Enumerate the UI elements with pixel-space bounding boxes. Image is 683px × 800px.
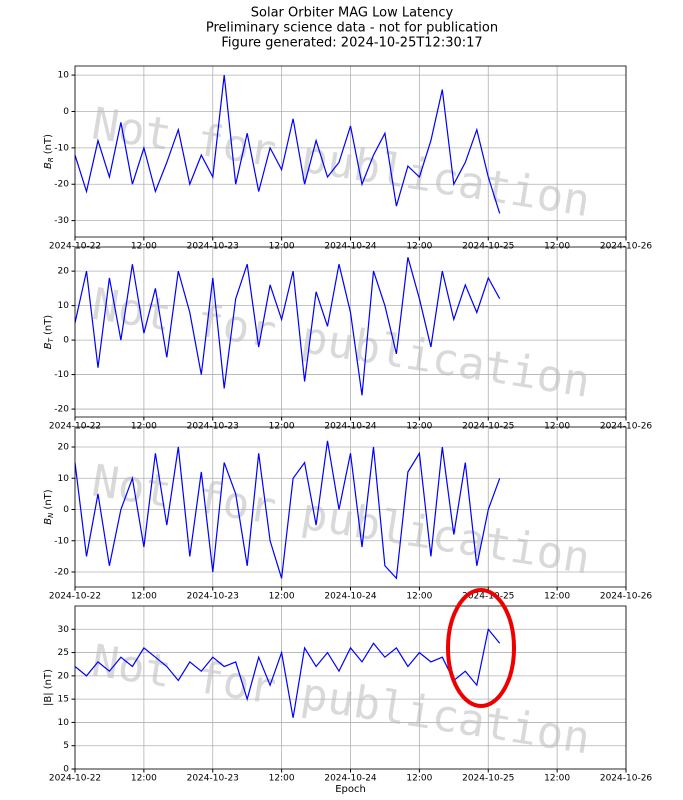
x-tick-label: 2024-10-22 bbox=[49, 422, 101, 432]
x-tick-label: 2024-10-24 bbox=[324, 422, 377, 432]
y-axis-label: BR (nT) bbox=[43, 134, 55, 169]
x-tick-label: 2024-10-25 bbox=[462, 422, 514, 432]
y-label-symbol: B bbox=[43, 518, 54, 525]
x-tick-label: 2024-10-23 bbox=[187, 592, 239, 602]
data-line bbox=[75, 440, 501, 580]
title-line: Solar Orbiter MAG Low Latency bbox=[251, 6, 454, 21]
y-tick-label: -20 bbox=[54, 180, 69, 190]
axes-frame bbox=[74, 246, 627, 418]
x-tick-label: 12:00 bbox=[269, 774, 295, 784]
y-tick-label: -10 bbox=[54, 370, 69, 380]
x-tick-label: 12:00 bbox=[131, 592, 157, 602]
y-tick-label: 0 bbox=[63, 107, 69, 117]
x-tick-label: 2024-10-25 bbox=[462, 774, 514, 784]
x-tick-label: 12:00 bbox=[269, 592, 295, 602]
axes-frame bbox=[74, 65, 627, 238]
y-tick-label: 5 bbox=[63, 741, 69, 751]
x-tick-label: 12:00 bbox=[544, 774, 570, 784]
x-tick-label: 2024-10-23 bbox=[187, 422, 239, 432]
data-line bbox=[75, 257, 501, 396]
x-tick-label: 12:00 bbox=[131, 774, 157, 784]
axes-frame bbox=[74, 605, 627, 770]
x-tick-label: 2024-10-26 bbox=[600, 422, 653, 432]
x-tick-label: 12:00 bbox=[406, 592, 432, 602]
x-tick-label: 2024-10-25 bbox=[462, 242, 514, 252]
x-tick-label: 12:00 bbox=[544, 592, 570, 602]
y-tick-label: -10 bbox=[54, 536, 69, 546]
x-tick-label: 2024-10-25 bbox=[462, 592, 514, 602]
x-tick-label: 2024-10-22 bbox=[49, 592, 101, 602]
y-label-unit: (nT) bbox=[43, 489, 54, 509]
y-tick-label: 10 bbox=[58, 71, 70, 81]
y-tick-label: 10 bbox=[58, 474, 70, 484]
y-tick-label: 0 bbox=[63, 336, 69, 346]
plot-area: Not for publication bbox=[75, 257, 594, 408]
y-label-unit: (nT) bbox=[43, 315, 54, 335]
x-tick-label: 2024-10-23 bbox=[187, 242, 239, 252]
x-tick-label: 2024-10-23 bbox=[187, 774, 239, 784]
x-tick-label: 2024-10-24 bbox=[324, 774, 377, 784]
x-tick-label: 2024-10-26 bbox=[600, 774, 653, 784]
y-label-sub: N bbox=[47, 512, 55, 518]
y-tick-label: -30 bbox=[54, 216, 69, 226]
x-tick-label: 2024-10-22 bbox=[49, 242, 101, 252]
y-axis-label: |B| (nT) bbox=[43, 669, 54, 706]
y-tick-label: -20 bbox=[54, 568, 69, 578]
y-tick-label: 15 bbox=[58, 695, 69, 705]
y-tick-label: 20 bbox=[58, 267, 70, 277]
x-tick-label: 2024-10-24 bbox=[324, 592, 377, 602]
y-tick-label: 0 bbox=[63, 765, 69, 775]
x-tick-label: 12:00 bbox=[131, 422, 157, 432]
y-tick-label: -20 bbox=[54, 405, 69, 415]
x-tick-label: 2024-10-26 bbox=[600, 592, 653, 602]
x-axis-label: Epoch bbox=[335, 784, 366, 795]
x-tick-label: 12:00 bbox=[406, 242, 432, 252]
y-axis-label: BN (nT) bbox=[43, 489, 55, 524]
x-tick-label: 12:00 bbox=[406, 422, 432, 432]
x-tick-label: 2024-10-24 bbox=[324, 242, 377, 252]
y-tick-label: 30 bbox=[58, 625, 70, 635]
plot-area: Not for publication bbox=[75, 440, 594, 584]
title-line: Preliminary science data - not for publi… bbox=[206, 21, 498, 36]
y-tick-label: 10 bbox=[58, 301, 70, 311]
x-tick-label: 12:00 bbox=[406, 774, 432, 784]
watermark: Not for publication bbox=[88, 455, 593, 584]
title-line: Figure generated: 2024-10-25T12:30:17 bbox=[221, 36, 482, 51]
highlight-ellipse bbox=[446, 588, 516, 708]
y-label-symbol: B bbox=[43, 162, 54, 169]
x-tick-label: 12:00 bbox=[544, 422, 570, 432]
y-axis-label: BT (nT) bbox=[43, 315, 55, 350]
y-tick-label: 20 bbox=[58, 443, 70, 453]
x-tick-label: 12:00 bbox=[269, 242, 295, 252]
axes-frame bbox=[74, 426, 627, 588]
y-tick-label: 10 bbox=[58, 718, 70, 728]
x-tick-label: 2024-10-26 bbox=[600, 242, 653, 252]
watermark: Not for publication bbox=[88, 635, 593, 764]
x-tick-label: 12:00 bbox=[269, 422, 295, 432]
x-tick-label: 12:00 bbox=[131, 242, 157, 252]
y-label-unit: (nT) bbox=[43, 134, 54, 154]
watermark: Not for publication bbox=[88, 98, 593, 227]
x-tick-label: 12:00 bbox=[544, 242, 570, 252]
y-label-symbol: B bbox=[43, 342, 54, 349]
y-tick-label: -10 bbox=[54, 143, 69, 153]
y-tick-label: 25 bbox=[58, 648, 69, 658]
y-label-sub: T bbox=[47, 337, 55, 342]
data-line bbox=[75, 627, 501, 718]
y-label-sub: R bbox=[47, 157, 55, 162]
plot-area: Not for publication bbox=[75, 75, 594, 227]
y-tick-label: 0 bbox=[63, 505, 69, 515]
data-line bbox=[75, 75, 501, 214]
x-tick-label: 2024-10-22 bbox=[49, 774, 101, 784]
y-tick-label: 20 bbox=[58, 671, 70, 681]
